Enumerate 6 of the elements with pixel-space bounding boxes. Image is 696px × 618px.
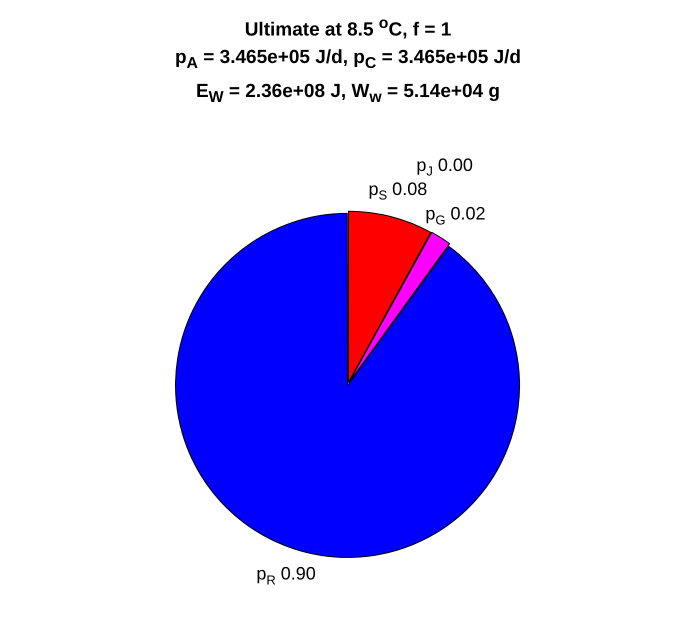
text: 0.00	[438, 154, 473, 175]
data-label: 0.02	[445, 204, 486, 224]
data-label: 0.90	[276, 564, 316, 584]
data-label: 0.08	[387, 178, 428, 199]
chart-title: Ultimate at 8.5 $^{o}$C, f = 1	[244, 14, 452, 42]
text: p$_{A}$ = 3.465e+05 J/d, p$_{C}$ = 3.465e+05 J/d E$_{W}$ = 2.36e+08 J, W$_{w}$ = 5.14e+04 g	[174, 47, 522, 106]
